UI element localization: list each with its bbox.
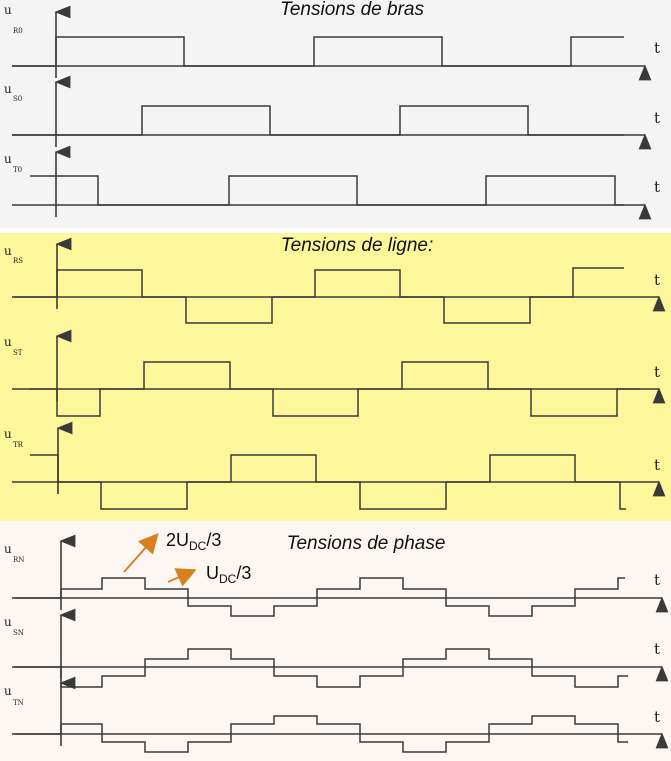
plot-label-sub: T0 bbox=[13, 166, 22, 174]
plot-u-t0: u T0 t bbox=[4, 145, 660, 220]
plot-label-main: u bbox=[4, 82, 12, 96]
plot-label-main: u bbox=[4, 542, 12, 556]
waveform-trace bbox=[14, 715, 628, 753]
time-axis-label: t bbox=[654, 109, 660, 127]
annotation-udc-3: UDC/3 bbox=[206, 563, 251, 586]
bras-panel bbox=[0, 0, 671, 228]
plot-label-main: u bbox=[4, 335, 12, 349]
waveform-trace bbox=[30, 361, 640, 417]
plot-u-r0: u R0 t bbox=[4, 3, 660, 81]
plot-label-main: u bbox=[4, 3, 12, 17]
waveform-trace bbox=[14, 267, 624, 324]
waveform-trace bbox=[30, 454, 626, 510]
time-axis-label: t bbox=[654, 571, 660, 589]
waveform-trace bbox=[12, 105, 624, 136]
time-axis-label: t bbox=[654, 640, 660, 658]
time-axis-label: t bbox=[654, 456, 660, 474]
waveform-trace bbox=[14, 648, 628, 688]
waveform-trace bbox=[12, 36, 624, 67]
time-axis-label: t bbox=[654, 271, 660, 289]
plot-label-sub: RS bbox=[13, 257, 23, 265]
plot-label-sub: S0 bbox=[13, 95, 22, 103]
plot-u-st: u ST t bbox=[4, 329, 666, 417]
plot-u-tn: u TN t bbox=[4, 676, 669, 753]
plot-u-tr: u TR t bbox=[4, 421, 666, 510]
bras-title: Tensions de bras bbox=[280, 0, 425, 20]
plot-u-rn: u RN t bbox=[4, 534, 669, 617]
plot-label-main: u bbox=[4, 427, 12, 441]
time-axis-label: t bbox=[654, 363, 660, 381]
waveform-trace bbox=[14, 577, 625, 617]
phase-panel bbox=[0, 521, 671, 761]
plot-u-sn: u SN t bbox=[4, 608, 669, 688]
plot-label-main: u bbox=[4, 244, 12, 258]
annotation-2udc-3: 2UDC/3 bbox=[166, 530, 221, 553]
plot-u-rs: u RS t bbox=[4, 237, 666, 324]
plot-label-sub: ST bbox=[13, 349, 23, 357]
time-axis-label: t bbox=[654, 39, 660, 57]
time-axis-label: t bbox=[654, 708, 660, 726]
plot-label-main: u bbox=[4, 684, 12, 698]
plot-label-sub: R0 bbox=[13, 27, 23, 35]
waveform-trace bbox=[30, 175, 624, 206]
plot-label-sub: SN bbox=[13, 629, 24, 637]
ligne-title: Tensions de ligne: bbox=[281, 235, 433, 256]
plot-u-s0: u S0 t bbox=[4, 75, 660, 150]
plot-label-sub: TN bbox=[13, 699, 24, 707]
plot-label-sub: TR bbox=[13, 441, 24, 449]
plot-label-main: u bbox=[4, 615, 12, 629]
time-axis-label: t bbox=[654, 178, 660, 196]
annotation-arrow-2udc bbox=[123, 533, 159, 573]
plot-label-main: u bbox=[4, 152, 12, 166]
ligne-panel bbox=[0, 233, 671, 521]
plot-label-sub: RN bbox=[13, 556, 24, 564]
phase-title: Tensions de phase bbox=[287, 533, 446, 554]
annotation-arrow-udc bbox=[167, 568, 197, 587]
